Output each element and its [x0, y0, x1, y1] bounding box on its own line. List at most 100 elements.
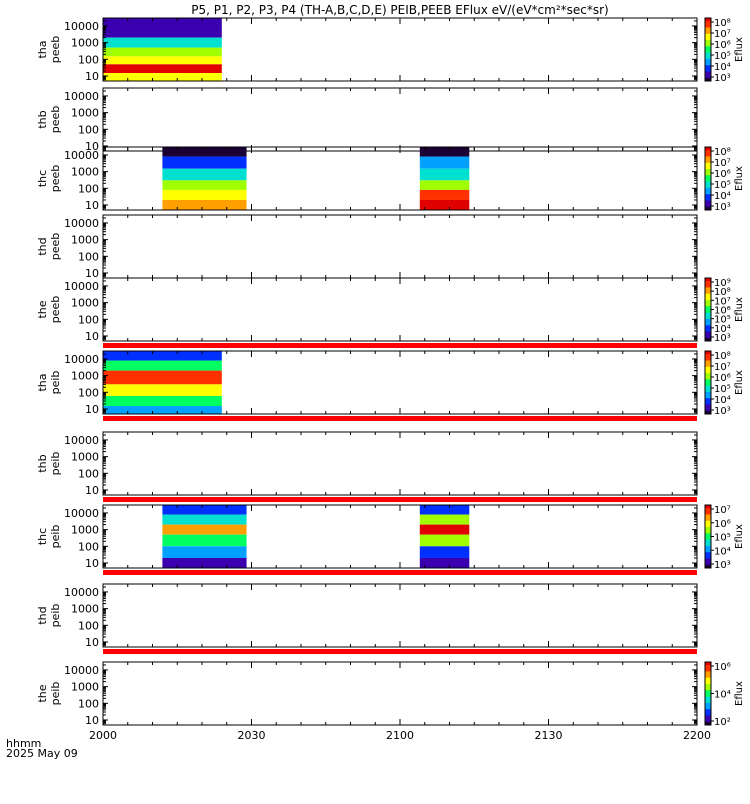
spectrogram-band — [162, 168, 247, 181]
colorbar-tick-label: 10⁸ — [714, 287, 731, 298]
colorbar-tick-label: 10⁴ — [714, 324, 731, 335]
panel-instrument-label: peib — [49, 452, 62, 476]
red-band — [103, 570, 697, 575]
colorbar-segment — [705, 328, 711, 331]
y-tick-label: 1000 — [71, 37, 99, 50]
panel-instrument-label: peib — [49, 604, 62, 628]
spectrogram-band — [419, 505, 470, 515]
colorbar-segment — [705, 688, 711, 691]
spectrogram-band — [419, 189, 470, 200]
spectrogram-band — [162, 534, 247, 547]
colorbar-segment — [705, 200, 711, 203]
colorbar-segment — [705, 363, 711, 366]
colorbar-segment — [705, 541, 711, 544]
panel-tha-peeb: 10000 1000 100 10 tha peeb 10⁸10⁷10⁶10⁵10⁴10³E… — [36, 17, 745, 84]
colorbar-segment — [705, 511, 711, 514]
colorbar-segment — [705, 558, 711, 561]
colorbar-segment — [705, 539, 711, 542]
y-tick-label: 1000 — [71, 524, 99, 537]
colorbar-segment — [705, 563, 711, 566]
colorbar-tick-label: 10³ — [714, 202, 731, 213]
colorbar-segment — [705, 285, 711, 288]
colorbar-segment — [705, 542, 711, 545]
y-tick-label: 10000 — [64, 353, 99, 366]
colorbar-segment — [705, 186, 711, 189]
colorbar-segment — [705, 198, 711, 202]
colorbar-segment — [705, 676, 711, 679]
colorbar-segment — [705, 24, 711, 27]
y-tick-label: 100 — [78, 697, 99, 710]
colorbar-segment — [705, 669, 711, 672]
spectrogram-band — [419, 180, 470, 190]
colorbar-segment — [705, 508, 711, 511]
colorbar-segment — [705, 693, 711, 696]
colorbar-segment — [705, 704, 711, 707]
y-tick-label: 100 — [78, 467, 99, 480]
colorbar-segment — [705, 365, 711, 368]
colorbar-segment — [705, 509, 711, 512]
colorbar-segment — [705, 197, 711, 200]
colorbar-segment — [705, 150, 711, 153]
spectrogram-band — [103, 351, 222, 361]
colorbar-segment — [705, 556, 711, 560]
colorbar-segment — [705, 21, 711, 24]
colorbar-segment — [705, 162, 711, 165]
colorbar-segment — [705, 322, 711, 325]
colorbar-segment — [705, 677, 711, 680]
spectrogram-band — [162, 505, 247, 515]
colorbar-segment — [705, 195, 711, 198]
colorbar-segment — [705, 682, 711, 685]
colorbar-segment — [705, 698, 711, 701]
colorbar-label: Eflux — [734, 370, 745, 395]
colorbar-segment — [705, 384, 711, 387]
colorbar-segment — [705, 506, 711, 509]
colorbar-segment — [705, 46, 711, 49]
colorbar-segment — [705, 379, 711, 382]
colorbar-segment — [705, 533, 711, 536]
red-band — [103, 343, 697, 348]
y-tick-label: 100 — [78, 123, 99, 136]
colorbar-segment — [705, 710, 711, 713]
panel-probe-label: thb — [36, 110, 49, 128]
colorbar-segment — [705, 666, 711, 669]
colorbar-segment — [705, 525, 711, 528]
colorbar-segment — [705, 696, 711, 699]
colorbar-segment — [705, 690, 711, 693]
colorbar-segment — [705, 374, 711, 377]
y-tick-label: 10 — [85, 636, 99, 649]
colorbar-tick-label: 10⁵ — [714, 315, 731, 326]
colorbar-segment — [705, 396, 711, 399]
colorbar-segment — [705, 523, 711, 526]
colorbar-tick-label: 10⁶ — [714, 169, 731, 180]
colorbar-segment — [705, 202, 711, 205]
colorbar-tick-label: 10⁶ — [714, 662, 731, 673]
colorbar-segment — [705, 176, 711, 179]
y-tick-label: 10000 — [64, 507, 99, 520]
colorbar-segment — [705, 66, 711, 69]
colorbar-segment — [705, 318, 711, 322]
colorbar-segment — [705, 282, 711, 285]
colorbar-segment — [705, 77, 711, 80]
spectrogram-band — [162, 524, 247, 535]
panel-thd-peib: 10000 1000 100 10 thd peib — [36, 583, 698, 654]
colorbar-segment — [705, 401, 711, 404]
colorbar-segment — [705, 172, 711, 175]
colorbar-segment — [705, 206, 711, 209]
colorbar-segment — [705, 165, 711, 168]
colorbar-label: Eflux — [734, 681, 745, 706]
spectrogram-band — [103, 47, 222, 57]
colorbar-tick-label: 10³ — [714, 406, 731, 417]
colorbar-segment — [705, 376, 711, 379]
colorbar-segment — [705, 69, 711, 73]
spectrogram-band — [162, 514, 247, 525]
colorbar-segment — [705, 35, 711, 38]
colorbar-segment — [705, 309, 711, 312]
colorbar-segment — [705, 38, 711, 41]
colorbar-tick-label: 10⁵ — [714, 384, 731, 395]
spectrogram-band — [419, 199, 470, 210]
spectrogram-band — [419, 524, 470, 535]
spectrogram-band — [419, 546, 470, 558]
colorbar-segment — [705, 18, 711, 21]
y-tick-label: 1000 — [71, 297, 99, 310]
y-tick-label: 10 — [85, 557, 99, 570]
